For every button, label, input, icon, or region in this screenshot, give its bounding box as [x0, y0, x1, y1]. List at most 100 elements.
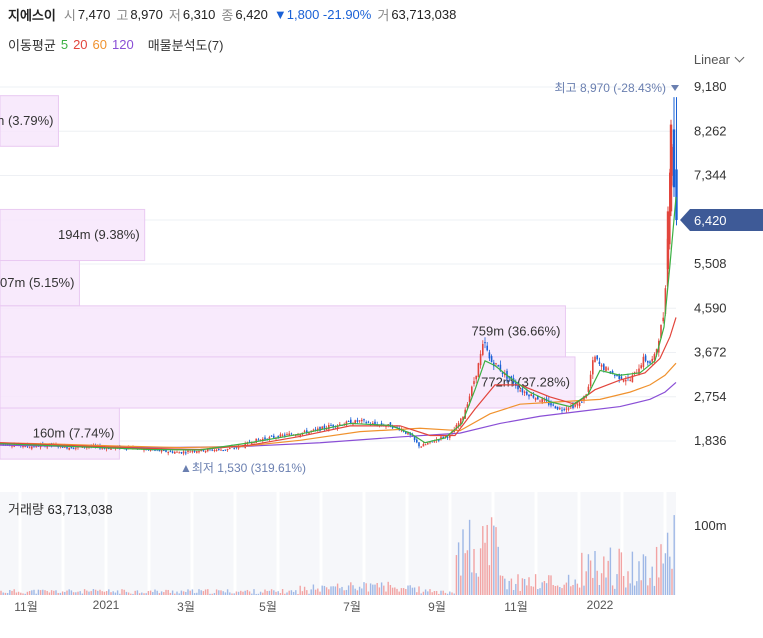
volume-bar [114, 592, 117, 595]
volume-bar [317, 588, 319, 595]
volume-chart[interactable]: 100m [0, 492, 763, 595]
volume-bar [270, 589, 273, 595]
volume-bar [292, 591, 295, 595]
volume-bar [402, 588, 405, 595]
ma-title[interactable]: 이동평균 [8, 38, 56, 53]
volume-bar [427, 591, 429, 595]
volume-bar [570, 586, 572, 595]
volume-bar [543, 581, 546, 595]
volume-bar [539, 588, 541, 595]
indicator-bar: 이동평균 5 20 60 120 매물분석도(7) [8, 35, 228, 54]
volume-bar [152, 592, 154, 595]
candle-body [317, 428, 319, 430]
volume-bar [358, 586, 361, 595]
volume-bar [499, 575, 502, 595]
volume-bar [112, 591, 114, 595]
x-tick-label: 9월 [428, 600, 446, 614]
volume-bar [380, 582, 383, 595]
volume-profile-bar [0, 260, 80, 307]
candle-body [259, 439, 262, 441]
candle-body [495, 363, 497, 365]
candle-body [253, 442, 255, 444]
volume-bar [343, 590, 345, 595]
volume-bar [11, 590, 13, 595]
volume-bar [310, 589, 312, 595]
scale-dropdown[interactable]: Linear [694, 52, 745, 67]
candle-body [277, 436, 279, 438]
candle-body [290, 433, 293, 435]
candle-body [552, 404, 554, 406]
volume-bar [6, 593, 9, 595]
y-tick-label: 7,344 [694, 168, 727, 183]
volume-bar [576, 583, 579, 595]
candle-body [662, 317, 664, 322]
volume-profile-label: 759m (36.66%) [472, 323, 561, 338]
volume-bar [607, 560, 609, 595]
candle-body [233, 447, 235, 449]
candle-body [554, 406, 557, 409]
volume-bar [160, 591, 163, 595]
volume-bar [328, 589, 330, 595]
volume-bar [167, 589, 169, 595]
volume-bar [229, 592, 231, 595]
x-tick-label: 5월 [259, 600, 277, 614]
candle-body [455, 424, 458, 430]
ma-60-label: 60 [92, 37, 108, 52]
candle-body [22, 446, 24, 448]
volume-bar [400, 588, 403, 595]
volume-bar [259, 591, 262, 595]
candle-body [534, 397, 537, 400]
volume-bar [143, 593, 145, 595]
volume-bar [574, 579, 576, 595]
candle-body [204, 450, 207, 453]
volume-profile-bar [0, 208, 146, 262]
volume-bar [68, 589, 70, 595]
candle-body [226, 448, 229, 451]
candle-body [312, 429, 315, 431]
volume-bar [673, 515, 675, 595]
candle-body [427, 443, 429, 445]
volume-bar [398, 591, 400, 595]
close-value: 6,420 [235, 6, 268, 22]
candle-body [521, 388, 524, 393]
volume-profile-title[interactable]: 매물분석도(7) [147, 38, 224, 53]
candle-body [330, 425, 332, 427]
volume-bar [396, 588, 398, 595]
candle-body [361, 419, 363, 422]
volume-bar [409, 585, 411, 595]
volume-bar [53, 590, 55, 595]
volume-bar [561, 588, 563, 595]
price-chart[interactable]: 78.6m (3.79%) 194m (9.38%) 107m (5.15%) 759… [0, 72, 763, 487]
volume-value: 63,713,038 [391, 6, 457, 22]
candle-body [66, 445, 68, 449]
candle-body [339, 424, 341, 426]
candle-body [297, 434, 299, 436]
candle-body [526, 391, 528, 395]
volume-bar [446, 593, 449, 595]
y-tick-label: 3,672 [694, 345, 727, 360]
volume-bar [220, 590, 222, 595]
volume-bar [444, 592, 447, 595]
volume-bar [554, 585, 557, 595]
candle-body [669, 124, 673, 212]
volume-bar [55, 590, 57, 595]
candle-body [202, 450, 205, 452]
volume-bar [279, 593, 282, 595]
volume-bar [435, 590, 438, 595]
volume-bar [658, 577, 660, 595]
volume-bar [127, 592, 130, 595]
candle-body [433, 441, 436, 443]
volume-bar [567, 574, 570, 595]
low-label: 저 [168, 7, 181, 23]
volume-bar [642, 554, 645, 595]
volume-bar [123, 589, 125, 595]
candle-body [169, 451, 172, 453]
volume-bar [603, 556, 605, 595]
candle-body [180, 452, 183, 454]
candle-body [479, 353, 482, 366]
volume-bar [303, 586, 306, 595]
volume-bar [605, 577, 607, 595]
candle-body [422, 444, 425, 447]
volume-bar [86, 590, 88, 595]
candle-body [396, 426, 398, 428]
